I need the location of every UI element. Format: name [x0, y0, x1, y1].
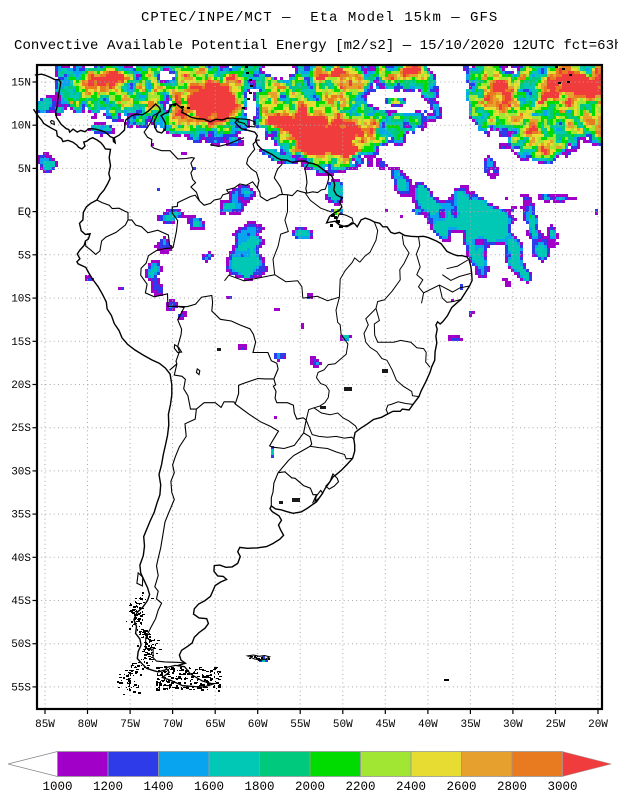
svg-text:CPTEC/INPE/MCT — Eta Model 15: CPTEC/INPE/MCT — Eta Model 15km — GFS [141, 10, 498, 26]
svg-text:75W: 75W [120, 719, 140, 731]
svg-text:20S: 20S [11, 380, 31, 392]
svg-text:45W: 45W [375, 719, 395, 731]
svg-text:1000: 1000 [42, 780, 72, 794]
svg-text:15N: 15N [11, 78, 31, 90]
svg-text:15S: 15S [11, 337, 31, 349]
svg-text:3000: 3000 [547, 780, 577, 794]
svg-text:10S: 10S [11, 294, 31, 306]
svg-text:55S: 55S [11, 682, 31, 694]
svg-text:5S: 5S [18, 250, 32, 262]
svg-text:60W: 60W [248, 719, 268, 731]
svg-text:Convective Available Potential: Convective Available Potential Energy [m… [14, 38, 618, 54]
svg-text:5N: 5N [18, 164, 31, 176]
svg-text:2200: 2200 [345, 780, 375, 794]
svg-text:40S: 40S [11, 553, 31, 565]
svg-text:80W: 80W [78, 719, 98, 731]
svg-text:2400: 2400 [396, 780, 426, 794]
svg-text:10N: 10N [11, 121, 31, 133]
svg-text:25W: 25W [546, 719, 566, 731]
svg-text:2000: 2000 [295, 780, 325, 794]
svg-text:50W: 50W [333, 719, 353, 731]
svg-text:1400: 1400 [143, 780, 173, 794]
svg-text:EQ: EQ [18, 207, 32, 219]
svg-text:20W: 20W [588, 719, 608, 731]
svg-text:2800: 2800 [497, 780, 527, 794]
svg-text:25S: 25S [11, 423, 31, 435]
svg-text:85W: 85W [35, 719, 55, 731]
svg-text:30W: 30W [503, 719, 523, 731]
svg-text:35S: 35S [11, 510, 31, 522]
svg-text:1600: 1600 [194, 780, 224, 794]
svg-text:1200: 1200 [93, 780, 123, 794]
svg-text:55W: 55W [290, 719, 310, 731]
svg-text:65W: 65W [205, 719, 225, 731]
svg-text:50S: 50S [11, 639, 31, 651]
svg-text:1800: 1800 [244, 780, 274, 794]
svg-text:2600: 2600 [446, 780, 476, 794]
svg-text:70W: 70W [163, 719, 183, 731]
svg-text:45S: 45S [11, 596, 31, 608]
svg-text:35W: 35W [460, 719, 480, 731]
svg-text:40W: 40W [418, 719, 438, 731]
svg-text:30S: 30S [11, 466, 31, 478]
